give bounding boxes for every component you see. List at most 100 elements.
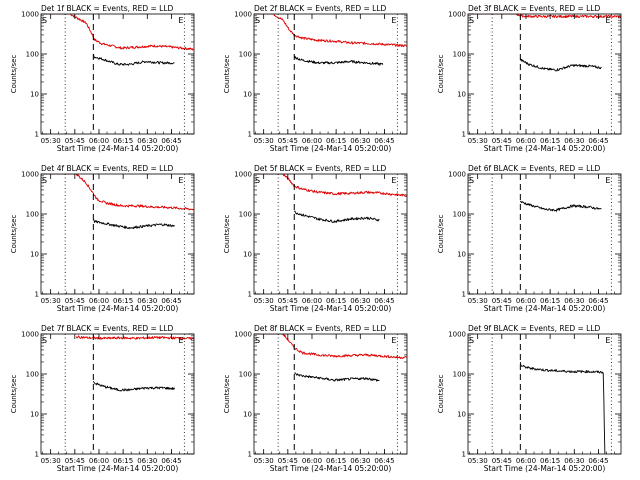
x-tick-label: 05:30 bbox=[254, 457, 274, 465]
y-tick-label: 1 bbox=[248, 291, 252, 299]
y-tick-label: 1000 bbox=[21, 171, 39, 179]
marker-end: E bbox=[178, 336, 183, 345]
y-tick-label: 1000 bbox=[234, 11, 252, 19]
x-tick-label: 05:30 bbox=[41, 137, 61, 145]
plot-frame bbox=[467, 333, 622, 455]
y-tick-label: 1000 bbox=[234, 331, 252, 339]
y-tick-label: 1 bbox=[35, 451, 39, 459]
x-tick-label: 06:30 bbox=[564, 297, 584, 305]
x-tick-label: 06:15 bbox=[113, 457, 133, 465]
chart-panel-4: Det 4f BLACK = Events, RED = LLD S E 1 10 100… bbox=[10, 164, 195, 313]
y-axis-label: Counts/sec bbox=[437, 55, 445, 94]
x-tick-label: 06:45 bbox=[588, 137, 608, 145]
y-tick-label: 100 bbox=[239, 371, 252, 379]
x-axis-label: Start Time (24-Mar-14 05:20:00) bbox=[484, 304, 606, 313]
x-tick-label: 05:30 bbox=[254, 297, 274, 305]
y-tick-label: 100 bbox=[239, 51, 252, 59]
y-axis-label: Counts/sec bbox=[437, 215, 445, 254]
plot-frame bbox=[467, 13, 622, 135]
chart-title: Det 4f BLACK = Events, RED = LLD bbox=[41, 164, 174, 173]
y-tick-label: 10 bbox=[243, 251, 252, 259]
marker-end: E bbox=[605, 176, 610, 185]
chart-title: Det 5f BLACK = Events, RED = LLD bbox=[254, 164, 387, 173]
series-events-line bbox=[294, 372, 380, 382]
x-tick-label: 06:15 bbox=[540, 137, 560, 145]
series-lld-line bbox=[468, 14, 621, 19]
chart-title: Det 8f BLACK = Events, RED = LLD bbox=[254, 324, 387, 333]
x-tick-label: 06:45 bbox=[588, 297, 608, 305]
chart-title: Det 7f BLACK = Events, RED = LLD bbox=[41, 324, 174, 333]
series-group bbox=[519, 361, 606, 454]
series-lld-line bbox=[41, 174, 194, 211]
y-tick-label: 1000 bbox=[448, 331, 466, 339]
y-tick-label: 10 bbox=[457, 251, 466, 259]
x-tick-label: 06:00 bbox=[516, 457, 536, 465]
x-tick-label: 05:45 bbox=[278, 137, 298, 145]
plot-frame bbox=[40, 173, 195, 295]
plot-frame bbox=[253, 13, 408, 135]
series-group bbox=[519, 200, 602, 212]
x-tick-label: 05:30 bbox=[41, 297, 61, 305]
y-tick-label: 1 bbox=[462, 451, 466, 459]
marker-start: S bbox=[469, 176, 474, 185]
chart-title: Det 6f BLACK = Events, RED = LLD bbox=[468, 164, 601, 173]
x-axis-label: Start Time (24-Mar-14 05:20:00) bbox=[484, 464, 606, 473]
series-group bbox=[254, 14, 407, 66]
series-group bbox=[468, 14, 621, 72]
y-axis-label: Counts/sec bbox=[437, 375, 445, 414]
x-tick-label: 06:15 bbox=[326, 137, 346, 145]
x-tick-label: 06:00 bbox=[89, 297, 109, 305]
marker-end: E bbox=[391, 336, 396, 345]
series-events-line bbox=[92, 53, 175, 66]
y-axis-label: Counts/sec bbox=[10, 375, 18, 414]
y-tick-label: 100 bbox=[453, 51, 466, 59]
x-tick-label: 05:45 bbox=[278, 297, 298, 305]
x-tick-label: 06:45 bbox=[374, 457, 394, 465]
x-tick-label: 06:45 bbox=[161, 137, 181, 145]
plot-frame bbox=[253, 173, 408, 295]
x-tick-label: 06:30 bbox=[350, 457, 370, 465]
series-group bbox=[41, 174, 194, 230]
chart-panel-2: Det 2f BLACK = Events, RED = LLD S E 1 10 100… bbox=[223, 4, 408, 153]
y-tick-label: 100 bbox=[453, 211, 466, 219]
x-axis-label: Start Time (24-Mar-14 05:20:00) bbox=[270, 464, 392, 473]
y-tick-label: 10 bbox=[30, 251, 39, 259]
x-tick-label: 06:00 bbox=[516, 137, 536, 145]
series-lld-line bbox=[41, 14, 194, 51]
y-tick-label: 100 bbox=[26, 371, 39, 379]
x-tick-label: 05:30 bbox=[468, 457, 488, 465]
marker-start: S bbox=[42, 16, 47, 25]
x-tick-label: 05:30 bbox=[254, 137, 274, 145]
y-tick-label: 10 bbox=[243, 91, 252, 99]
x-tick-label: 06:00 bbox=[302, 457, 322, 465]
marker-start: S bbox=[42, 336, 47, 345]
y-tick-label: 1 bbox=[35, 291, 39, 299]
x-tick-label: 06:15 bbox=[326, 457, 346, 465]
y-axis-label: Counts/sec bbox=[223, 215, 231, 254]
x-tick-label: 06:15 bbox=[326, 297, 346, 305]
y-tick-label: 1000 bbox=[448, 171, 466, 179]
y-tick-label: 1 bbox=[462, 291, 466, 299]
x-tick-label: 06:00 bbox=[302, 297, 322, 305]
chart-title: Det 3f BLACK = Events, RED = LLD bbox=[468, 4, 601, 13]
series-events-line bbox=[519, 58, 602, 72]
x-tick-label: 05:30 bbox=[41, 457, 61, 465]
x-tick-label: 06:00 bbox=[516, 297, 536, 305]
x-tick-label: 05:45 bbox=[65, 297, 85, 305]
x-tick-label: 06:00 bbox=[89, 457, 109, 465]
x-tick-label: 05:45 bbox=[492, 297, 512, 305]
y-tick-label: 10 bbox=[457, 411, 466, 419]
x-tick-label: 06:00 bbox=[302, 137, 322, 145]
plot-frame bbox=[40, 13, 195, 135]
x-tick-label: 05:45 bbox=[65, 457, 85, 465]
y-axis-label: Counts/sec bbox=[223, 55, 231, 94]
marker-end: E bbox=[178, 176, 183, 185]
y-tick-label: 10 bbox=[30, 411, 39, 419]
marker-end: E bbox=[391, 176, 396, 185]
x-tick-label: 06:15 bbox=[540, 457, 560, 465]
y-tick-label: 10 bbox=[457, 91, 466, 99]
y-axis-label: Counts/sec bbox=[10, 55, 18, 94]
y-axis-label: Counts/sec bbox=[223, 375, 231, 414]
x-tick-label: 05:45 bbox=[492, 457, 512, 465]
